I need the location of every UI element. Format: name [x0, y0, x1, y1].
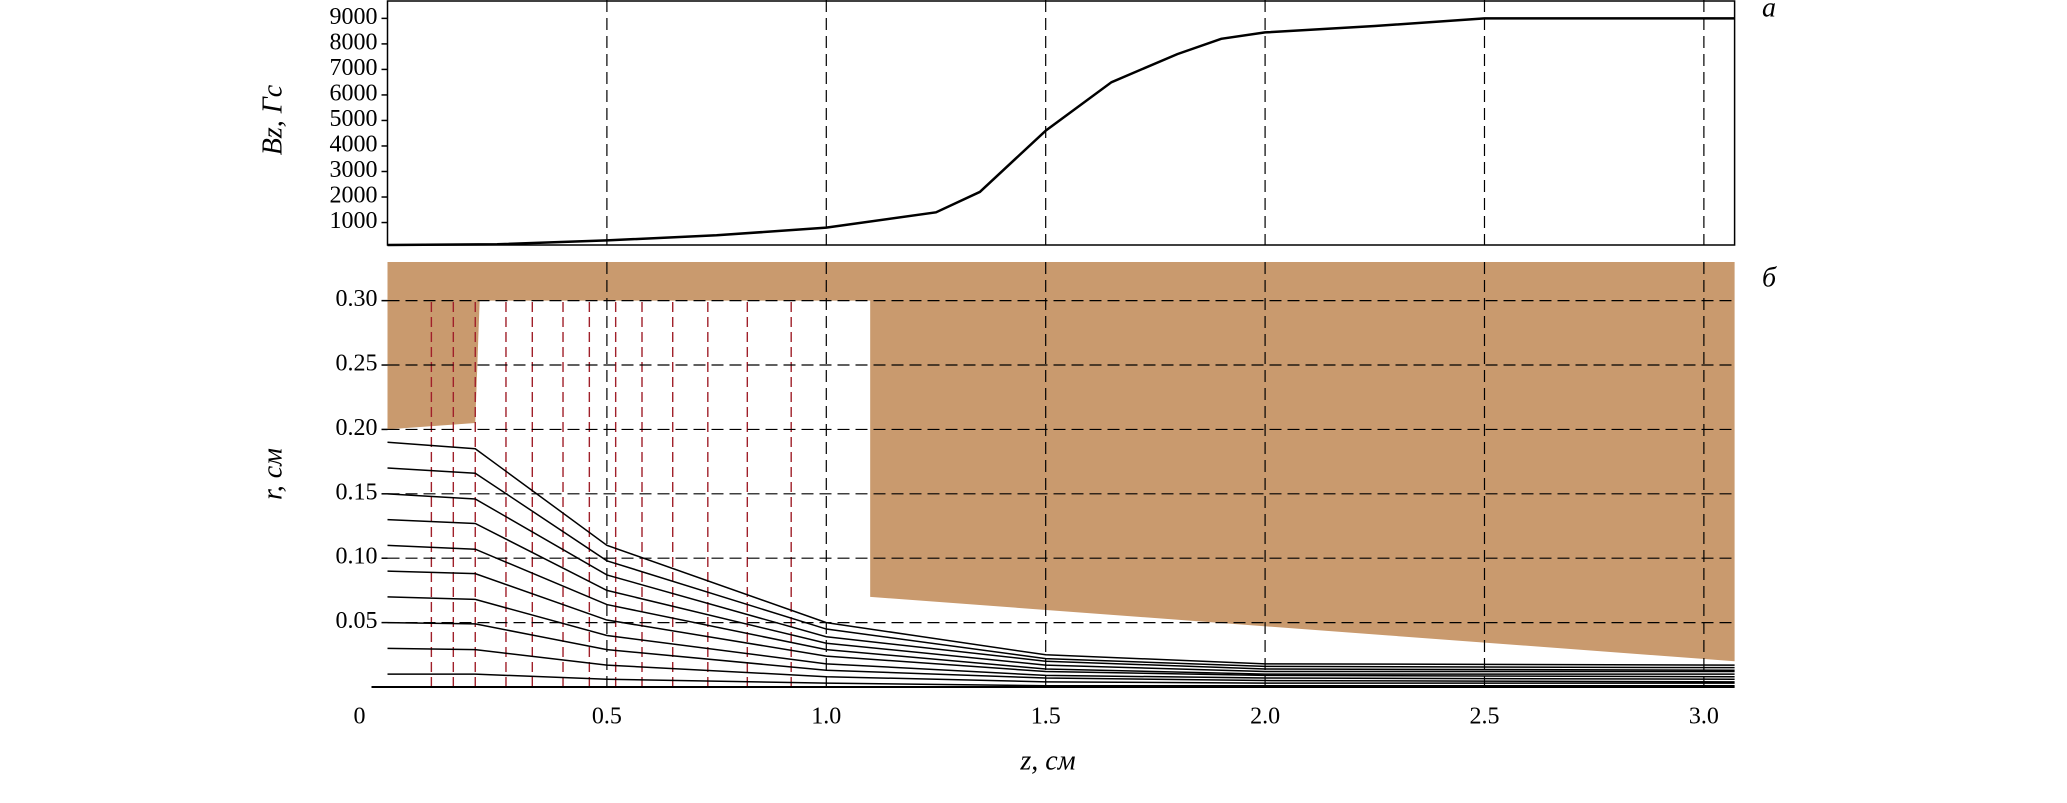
- y-tick-label: 2000: [330, 183, 378, 209]
- y-tick-label: 1000: [330, 208, 378, 234]
- y-tick-label: 4000: [330, 131, 378, 157]
- x-tick-label: 3.0: [1689, 704, 1719, 730]
- plot-frame: [386, 0, 1736, 246]
- x-tick-label: 0: [354, 704, 366, 730]
- x-tick-label: 1.0: [811, 704, 841, 730]
- electrode: [387, 262, 1735, 662]
- line: [387, 17, 1735, 247]
- y-axis-label: Bz, Гс: [257, 84, 288, 155]
- y-tick-label: 3000: [330, 157, 378, 183]
- y-tick-label: 0.10: [336, 544, 378, 570]
- y-tick-label: 9000: [330, 4, 378, 30]
- y-tick-label: 0.25: [336, 351, 378, 377]
- x-tick-label: 2.0: [1250, 704, 1280, 730]
- x-tick-label: 0.5: [592, 704, 622, 730]
- y-tick-label: 6000: [330, 80, 378, 106]
- y-tick-label: 8000: [330, 29, 378, 55]
- panel-label: б: [1762, 262, 1777, 293]
- y-tick-label: 0.20: [336, 415, 378, 441]
- y-tick-label: 5000: [330, 106, 378, 132]
- x-tick-label: 1.5: [1031, 704, 1061, 730]
- y-axis-label: r, см: [257, 448, 288, 500]
- y-tick-label: 0.15: [336, 479, 378, 505]
- y-tick-label: 7000: [330, 55, 378, 81]
- x-tick-label: 2.5: [1469, 704, 1499, 730]
- y-tick-label: 0.05: [336, 608, 378, 634]
- panel-label: a: [1762, 0, 1776, 23]
- x-axis-label: z, см: [1019, 745, 1075, 776]
- y-tick-label: 0.30: [336, 286, 378, 312]
- trajectory: [387, 570, 1735, 678]
